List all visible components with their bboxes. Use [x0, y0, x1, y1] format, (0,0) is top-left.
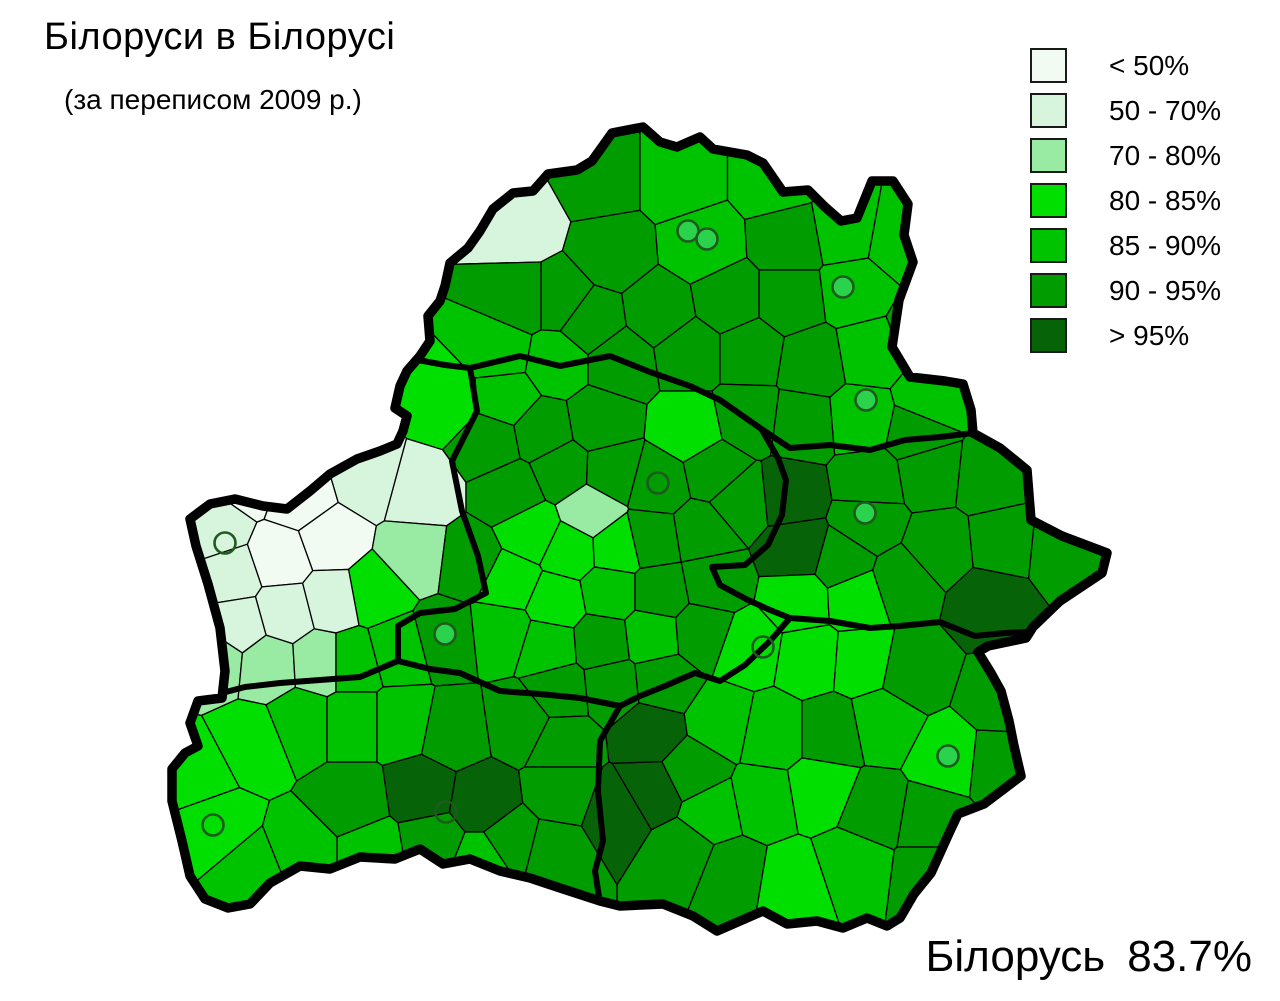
- legend-item: 70 - 80%: [1030, 138, 1221, 173]
- oblast-border: [395, 365, 489, 664]
- legend-label: 70 - 80%: [1109, 139, 1222, 171]
- legend-label: 50 - 70%: [1109, 94, 1222, 126]
- district-polygon: [172, 127, 572, 268]
- city-marker: [751, 635, 775, 659]
- legend-swatch: [1030, 93, 1067, 128]
- district-polygon: [760, 454, 833, 527]
- oblast-border: [395, 658, 623, 709]
- legend-swatch: [1030, 48, 1067, 83]
- district-polygon: [326, 691, 378, 763]
- legend-label: < 50%: [1109, 49, 1190, 81]
- city-marker: [854, 388, 878, 412]
- legend-item: 90 - 95%: [1030, 273, 1221, 308]
- legend-swatch: [1030, 318, 1067, 353]
- map-subtitle: (за переписом 2009 р.): [64, 84, 362, 115]
- district-polygon: [769, 388, 836, 466]
- legend-item: < 50%: [1030, 48, 1221, 83]
- city-marker: [936, 744, 960, 768]
- legend-label: 85 - 90%: [1109, 229, 1222, 261]
- city-marker: [213, 531, 237, 555]
- district-polygon: [634, 561, 690, 619]
- city-marker: [201, 813, 225, 837]
- legend-item: 85 - 90%: [1030, 228, 1221, 263]
- legend-label: 90 - 95%: [1109, 274, 1222, 306]
- oblast-border: [709, 427, 793, 621]
- city-marker: [434, 800, 458, 824]
- legend-label: 80 - 85%: [1109, 184, 1222, 216]
- legend-item: > 95%: [1030, 318, 1221, 353]
- oblast-border: [787, 615, 1031, 639]
- city-marker: [646, 471, 670, 495]
- district-polygon: [292, 628, 337, 698]
- legend-swatch: [1030, 183, 1067, 218]
- city-marker: [831, 275, 855, 299]
- country-total-value: 83.7%: [1127, 932, 1252, 981]
- district-polygon: [172, 127, 309, 523]
- district-polygon: [968, 729, 1107, 922]
- city-marker: [433, 622, 457, 646]
- legend: < 50% 50 - 70% 70 - 80% 80 - 85% 85 - 90% 90 …: [1030, 48, 1221, 353]
- district-polygon: [579, 566, 636, 621]
- district-layer: [172, 127, 1107, 931]
- legend-swatch: [1030, 138, 1067, 173]
- country-outline: [167, 122, 1112, 936]
- oblast-border: [592, 703, 623, 906]
- country-total-label: Білорусь: [925, 932, 1106, 981]
- district-polygon: [773, 624, 839, 702]
- legend-label: > 95%: [1109, 319, 1190, 351]
- legend-item: 80 - 85%: [1030, 183, 1221, 218]
- legend-swatch: [1030, 228, 1067, 263]
- district-polygon: [825, 447, 906, 505]
- legend-item: 50 - 70%: [1030, 93, 1221, 128]
- city-marker: [853, 501, 877, 525]
- oblast-border: [617, 615, 793, 709]
- city-marker: [695, 227, 719, 251]
- oblast-border: [415, 353, 976, 453]
- legend-swatch: [1030, 273, 1067, 308]
- country-total: Білорусь 83.7%: [926, 932, 1252, 982]
- map-title: Білоруси в Білорусі: [44, 16, 396, 58]
- district-polygon: [397, 811, 466, 931]
- oblast-border: [219, 658, 401, 696]
